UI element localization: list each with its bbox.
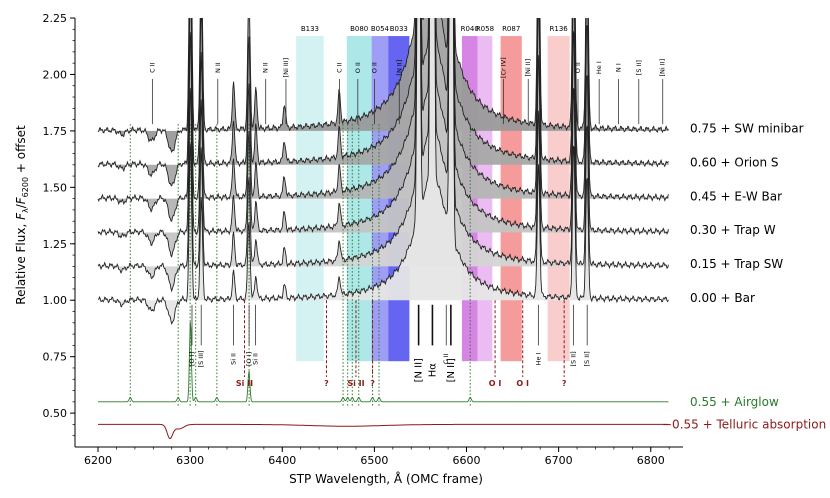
red-id-5: O I — [516, 379, 529, 388]
bottom-id-0: [O I] — [188, 352, 196, 366]
big-id-2: [N II] — [446, 358, 457, 382]
spectrum-line-0 — [97, 18, 669, 326]
bottom-id-6: He I — [534, 352, 542, 365]
fill-3 — [98, 18, 670, 222]
band-label-b054: B054 — [371, 25, 390, 33]
band-label-r087: R087 — [502, 25, 520, 33]
telluric-line — [98, 423, 669, 440]
spectrum-line-1 — [97, 18, 669, 293]
spectrum-line-2 — [97, 18, 669, 258]
red-id-6: ? — [562, 379, 567, 388]
band-label-b080: B080 — [350, 25, 368, 33]
x-tick-label-2: 6400 — [268, 454, 296, 467]
bottom-id-8: [S II] — [583, 351, 591, 366]
bottom-id-3: [O I] — [245, 352, 253, 366]
top-id-7: [N II] — [395, 60, 403, 76]
x-axis-label: STP Wavelength, Å (OMC frame) — [289, 471, 483, 486]
y-tick-label-3: 1.25 — [43, 238, 68, 251]
top-id-6: O II — [370, 62, 378, 73]
series-label-4: 0.60 + Orion S — [690, 156, 779, 170]
red-id-3: ? — [370, 379, 375, 388]
top-id-8: [Cr IV] — [499, 57, 507, 78]
series-label-3: 0.45 + E-W Bar — [690, 189, 782, 203]
band-label-r040: R040 — [461, 25, 479, 33]
y-tick-label-1: 0.75 — [43, 351, 68, 364]
spectrum-fills — [98, 18, 670, 324]
top-id-14: [Ni II] — [659, 59, 667, 77]
band-label-b133: B133 — [301, 25, 319, 33]
red-id-1: ? — [324, 379, 329, 388]
fill-4 — [98, 18, 670, 186]
top-id-3: [Ni III] — [282, 58, 290, 78]
x-tick-label-3: 6500 — [360, 454, 388, 467]
band-label-r136: R136 — [550, 25, 569, 33]
y-tick-label-5: 1.75 — [43, 125, 68, 138]
top-id-9: [Ni II] — [524, 59, 532, 77]
series-labels: 0.75 + SW minibar 0.60 + Orion S 0.45 + E-… — [662, 122, 826, 432]
x-tick-label-1: 6300 — [176, 454, 204, 467]
series-label-5: 0.75 + SW minibar — [690, 122, 804, 136]
telluric-label: −0.55 + Telluric absorption — [662, 417, 826, 431]
top-id-13: [S II] — [635, 60, 643, 75]
big-id-1: Hα — [427, 363, 438, 378]
spectrum-lines — [97, 18, 669, 440]
series-label-2: 0.30 + Trap W — [690, 223, 776, 237]
top-id-5: O II — [354, 62, 362, 73]
y-tick-label-2: 1.00 — [43, 294, 68, 307]
band-label-r058: R058 — [476, 25, 494, 33]
bottom-id-4: Si II — [252, 353, 260, 365]
axes: 6200 6300 6400 6500 6600 6700 6800 0.50 0.75 1.00… — [43, 12, 683, 467]
top-id-4: C II — [335, 62, 343, 73]
y-tick-label-7: 2.25 — [43, 12, 68, 25]
x-tick-label-6: 6800 — [637, 454, 665, 467]
airglow-line — [98, 321, 669, 403]
spectrum-line-3 — [97, 18, 669, 222]
bottom-id-2: Si II — [229, 353, 237, 365]
red-id-0: Si II — [236, 379, 253, 388]
fill-5 — [98, 18, 670, 152]
x-tick-label-4: 6600 — [453, 454, 481, 467]
top-id-1: N II — [214, 62, 222, 73]
y-tick-label-6: 2.00 — [43, 68, 68, 81]
big-id-0: [N II] — [414, 358, 425, 382]
top-id-10: O II — [574, 62, 582, 73]
y-tick-label-4: 1.50 — [43, 181, 68, 194]
spectrum-line-4 — [97, 18, 669, 187]
red-id-2: Si II — [347, 379, 364, 388]
x-tick-label-5: 6700 — [545, 454, 573, 467]
top-id-11: He I — [595, 61, 603, 74]
band-label-b033: B033 — [390, 25, 408, 33]
y-tick-label-0: 0.50 — [43, 407, 68, 420]
spectrum-line-5 — [97, 18, 669, 154]
fill-2 — [98, 18, 670, 257]
top-id-0: C II — [148, 62, 156, 73]
bottom-id-5: C II — [442, 354, 450, 365]
series-label-1: 0.15 + Trap SW — [690, 257, 783, 271]
y-axis-label: Relative Flux, Fλ/F6200 + offset — [14, 125, 30, 305]
airglow-label: 0.55 + Airglow — [690, 395, 779, 409]
top-id-12: N I — [615, 63, 623, 72]
bottom-id-1: [S III] — [197, 350, 205, 367]
bottom-id-7: [S II] — [569, 351, 577, 366]
red-id-4: O I — [489, 379, 502, 388]
x-tick-label-0: 6200 — [84, 454, 112, 467]
series-label-0: 0.00 + Bar — [690, 291, 755, 305]
top-id-2: N II — [262, 62, 270, 73]
